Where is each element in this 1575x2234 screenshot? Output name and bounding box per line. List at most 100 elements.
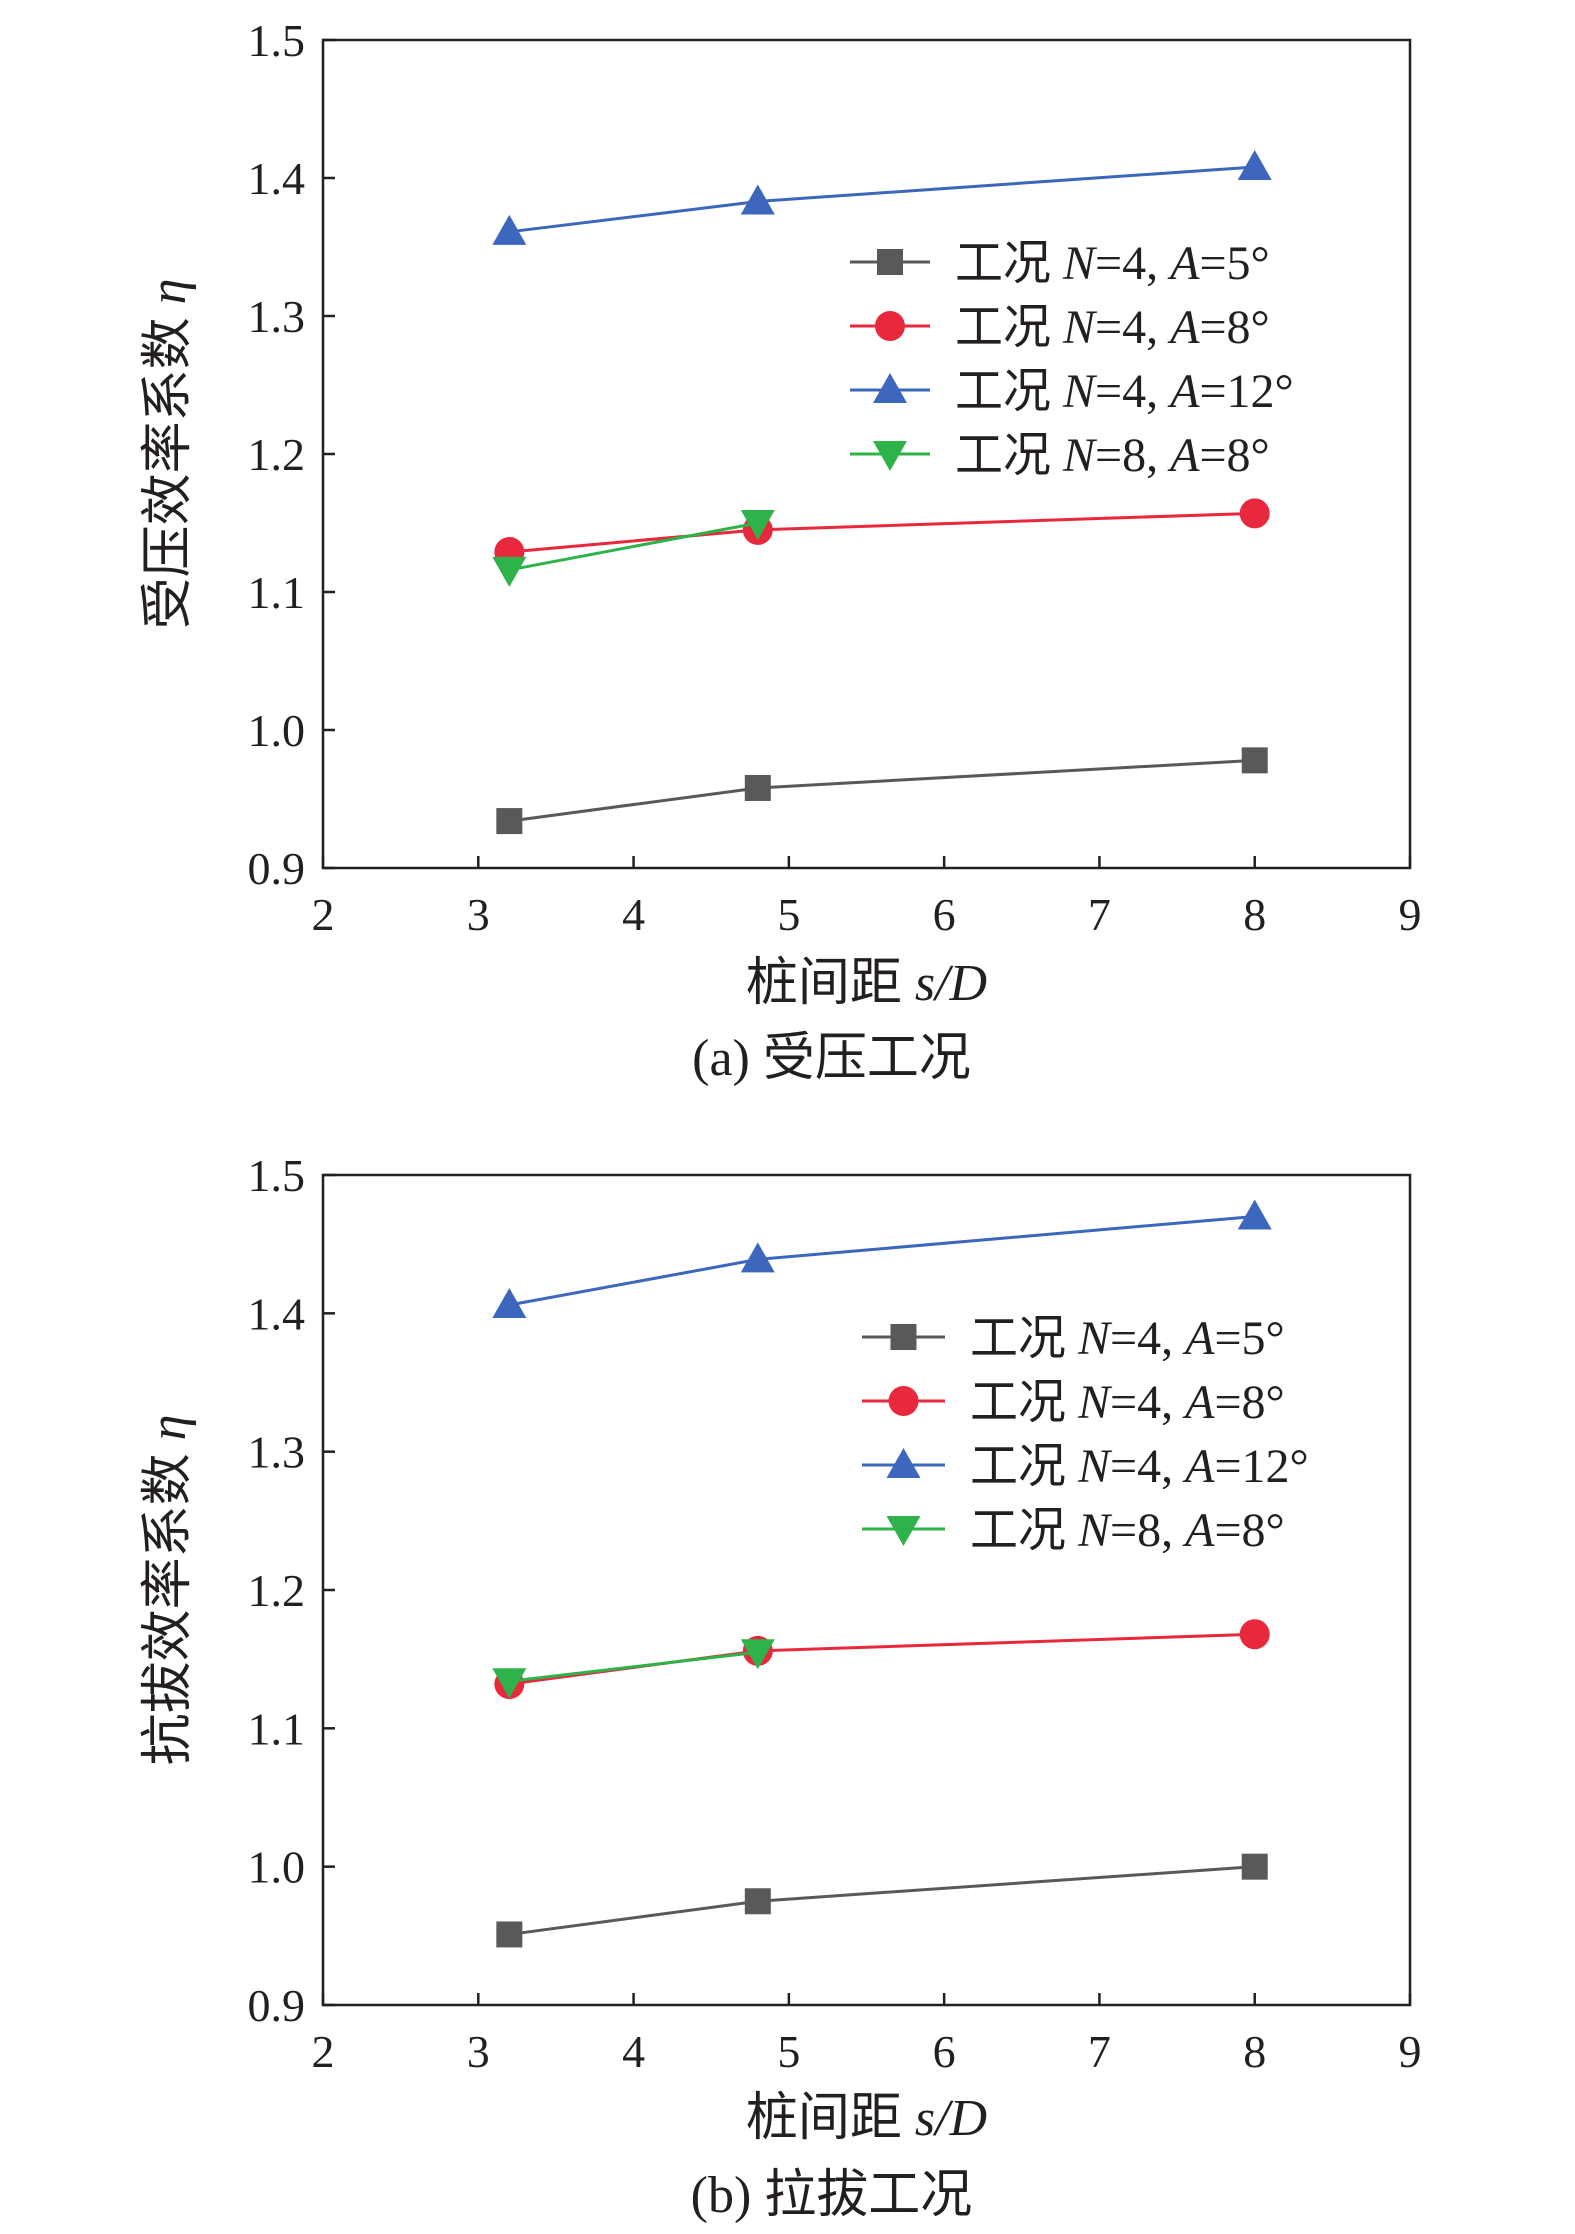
legend-var-a: A (1167, 301, 1200, 354)
series-line-b-1 (509, 1632, 1255, 1686)
legend-var-n: N (1077, 1312, 1113, 1365)
legend-b: 工况 N=4, A=5°工况 N=4, A=8°工况 N=4, A=12°工况 … (862, 1312, 1309, 1557)
x-axis-title-a: 桩间距 s/D (746, 955, 987, 1012)
legend-marker-b-2 (886, 1448, 921, 1478)
y-tick-label-b: 1.0 (248, 1842, 306, 1893)
legend-marker-a-2 (873, 373, 907, 403)
data-point-a-0 (496, 808, 523, 835)
legend-label-a-0: 工况 N=4, A=5° (955, 237, 1270, 290)
legend-prefix: 工况 (955, 301, 1063, 354)
legend-prefix: 工况 (970, 1440, 1078, 1493)
legend-var-a: A (1182, 1312, 1215, 1365)
y-tick-label-a: 1.2 (248, 429, 306, 480)
y-tick-label-b: 1.3 (248, 1427, 306, 1478)
x-tick-label-b: 2 (312, 2026, 335, 2077)
series-line-a-0 (509, 758, 1255, 823)
legend-label-b-0: 工况 N=4, A=5° (970, 1312, 1285, 1365)
legend-marker-b-1 (888, 1386, 919, 1416)
y-axis-title-a: 受压效率系数 η (140, 279, 197, 630)
legend-var-a: A (1167, 429, 1200, 482)
y-tick-label-b: 1.5 (248, 1150, 306, 1201)
data-point-b-1 (1239, 1619, 1270, 1650)
series-line-a-2 (509, 165, 1255, 234)
legend-a: 工况 N=4, A=5°工况 N=4, A=8°工况 N=4, A=12°工况 … (850, 237, 1294, 482)
legend-var-n: N (1062, 237, 1098, 290)
data-point-a-2 (740, 184, 775, 215)
data-point-b-2 (740, 1242, 775, 1273)
legend-prefix: 工况 (955, 365, 1063, 418)
legend-var-a: A (1182, 1440, 1215, 1493)
x-axis-title-text: 桩间距 (746, 2090, 915, 2147)
x-axis-title-var: s/D (915, 955, 987, 1012)
legend-var-a: A (1167, 365, 1200, 418)
series-line-b-0 (509, 1865, 1255, 1936)
y-tick-label-b: 1.1 (248, 1703, 306, 1754)
y-tick-label-a: 1.1 (248, 567, 306, 618)
legend-n-value: =4, (1095, 237, 1170, 290)
legend-n-value: =8, (1110, 1504, 1185, 1557)
legend-a-value: =5° (1199, 237, 1269, 290)
y-tick-label-b: 0.9 (248, 1980, 306, 2031)
legend-prefix: 工况 (970, 1504, 1078, 1557)
x-axis-title-text: 桩间距 (746, 955, 915, 1012)
data-point-b-0 (496, 1921, 523, 1948)
y-axis-title-var: η (140, 279, 197, 305)
legend-n-value: =8, (1095, 429, 1170, 482)
legend-n-value: =4, (1095, 301, 1170, 354)
y-tick-label-a: 0.9 (248, 843, 306, 894)
data-point-a-0 (744, 774, 771, 801)
legend-a-value: =8° (1199, 301, 1269, 354)
legend-a-value: =8° (1199, 429, 1269, 482)
legend-prefix: 工况 (955, 429, 1063, 482)
x-tick-label-a: 5 (777, 889, 800, 940)
legend-label-a-1: 工况 N=4, A=8° (955, 301, 1270, 354)
x-tick-label-b: 3 (467, 2026, 490, 2077)
legend-marker-a-3 (873, 441, 907, 471)
data-point-b-3 (740, 1639, 775, 1670)
legend-n-value: =4, (1110, 1376, 1185, 1429)
x-tick-label-b: 4 (622, 2026, 645, 2077)
x-tick-label-a: 9 (1399, 889, 1422, 940)
legend-n-value: =4, (1110, 1312, 1185, 1365)
legend-var-n: N (1077, 1440, 1113, 1493)
x-tick-label-b: 9 (1399, 2026, 1422, 2077)
x-tick-label-a: 8 (1243, 889, 1266, 940)
data-point-a-3 (740, 510, 775, 540)
y-tick-label-b: 1.2 (248, 1565, 306, 1616)
caption-a: (a) 受压工况 (692, 1030, 971, 1087)
legend-n-value: =4, (1110, 1440, 1185, 1493)
legend-prefix: 工况 (955, 237, 1063, 290)
series-line-b-3 (509, 1650, 758, 1683)
data-point-a-2 (1237, 149, 1272, 180)
x-tick-label-b: 7 (1088, 2026, 1111, 2077)
legend-var-n: N (1077, 1376, 1113, 1429)
legend-var-a: A (1182, 1504, 1215, 1557)
y-tick-label-b: 1.4 (248, 1288, 306, 1339)
x-tick-label-a: 4 (622, 889, 645, 940)
legend-marker-a-1 (875, 311, 905, 341)
legend-var-n: N (1062, 365, 1098, 418)
data-point-b-2 (1237, 1199, 1272, 1230)
legend-marker-a-0 (877, 249, 903, 275)
legend-a-value: =12° (1199, 365, 1293, 418)
x-axis-title-var: s/D (915, 2090, 987, 2147)
series-line-a-1 (509, 511, 1255, 554)
chart-b: 2 3 4 5 6 7 8 90.91.01.11.21.31.41.5工况 N=4, A=5… (140, 1150, 1422, 2224)
x-tick-label-a: 2 (312, 889, 335, 940)
legend-var-a: A (1182, 1376, 1215, 1429)
legend-label-a-3: 工况 N=8, A=8° (955, 429, 1270, 482)
series-line-b-2 (509, 1215, 1255, 1307)
x-tick-label-b: 5 (777, 2026, 800, 2077)
legend-var-n: N (1077, 1504, 1113, 1557)
legend-a-value: =12° (1214, 1440, 1308, 1493)
y-axis-title-b: 抗拔效率系数 η (140, 1415, 197, 1766)
legend-label-b-3: 工况 N=8, A=8° (970, 1504, 1285, 1557)
data-point-b-0 (744, 1888, 771, 1915)
x-axis-title-b: 桩间距 s/D (746, 2090, 987, 2147)
legend-label-b-1: 工况 N=4, A=8° (970, 1376, 1285, 1429)
data-point-a-3 (492, 556, 527, 587)
data-point-b-3 (492, 1668, 527, 1699)
data-point-b-2 (492, 1288, 527, 1319)
data-point-a-1 (1239, 498, 1270, 529)
